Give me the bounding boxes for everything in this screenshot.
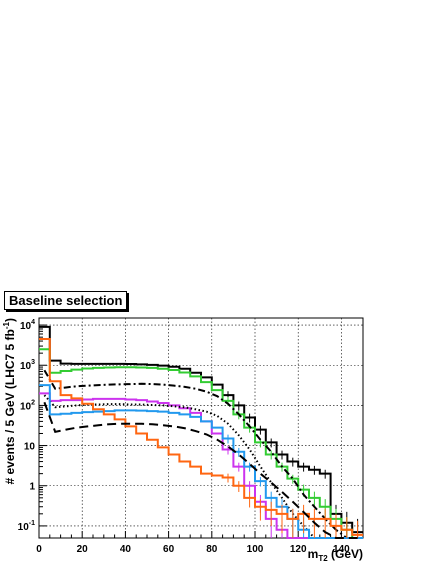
x-axis-label-sub: T2 (318, 554, 328, 563)
x-tick-label: 140 (333, 544, 350, 555)
y-tick-exponent: 2 (31, 399, 35, 406)
y-axis-label-post: ) (3, 318, 17, 322)
x-tick-label: 0 (36, 544, 42, 555)
x-tick-label: 100 (247, 544, 264, 555)
y-tick-label: 10 (24, 442, 36, 453)
x-tick-label: 40 (120, 544, 132, 555)
y-tick-exponent: 3 (31, 359, 35, 366)
selection-label: Baseline selection (4, 291, 128, 310)
y-tick-base: 10 (18, 522, 30, 533)
x-tick-label: 80 (206, 544, 218, 555)
x-tick-label: 60 (163, 544, 175, 555)
y-tick-label: 104 (20, 319, 35, 332)
x-axis-label-unit: (GeV) (328, 547, 363, 561)
series-3-histogram (39, 392, 363, 539)
x-tick-label: 120 (290, 544, 307, 555)
x-tick-labels: 0 20 40 60 80 100 120 140 (36, 544, 350, 555)
x-tick-label: 20 (77, 544, 89, 555)
series-group (39, 325, 363, 539)
y-tick-base: 10 (20, 401, 32, 412)
y-tick-exponent: -1 (29, 520, 35, 527)
series-1-histogram (39, 348, 363, 539)
y-tick-label: 103 (20, 359, 35, 372)
y-tick-base: 10 (20, 321, 32, 332)
y-axis-label: # events / 5 GeV (LHC7 5 fb-1) (2, 318, 17, 485)
x-axis-label-main: m (308, 547, 319, 561)
y-tick-base: 10 (24, 442, 36, 453)
x-axis-label: mT2 (GeV) (308, 547, 363, 563)
series-7-line (43, 401, 358, 539)
series-0-histogram (39, 325, 363, 534)
y-axis-label-pre: # events / 5 GeV (LHC7 5 fb (3, 329, 17, 484)
y-axis-label-sup: -1 (2, 321, 11, 329)
y-tick-exponent: 4 (31, 319, 35, 326)
series-2-line (43, 369, 358, 539)
series-6-histogram (39, 338, 363, 536)
y-tick-base: 10 (20, 361, 32, 372)
y-tick-label: 1 (29, 482, 35, 493)
y-tick-label: 10-1 (18, 520, 35, 533)
y-tick-label: 102 (20, 399, 35, 412)
y-tick-base: 1 (29, 482, 35, 493)
